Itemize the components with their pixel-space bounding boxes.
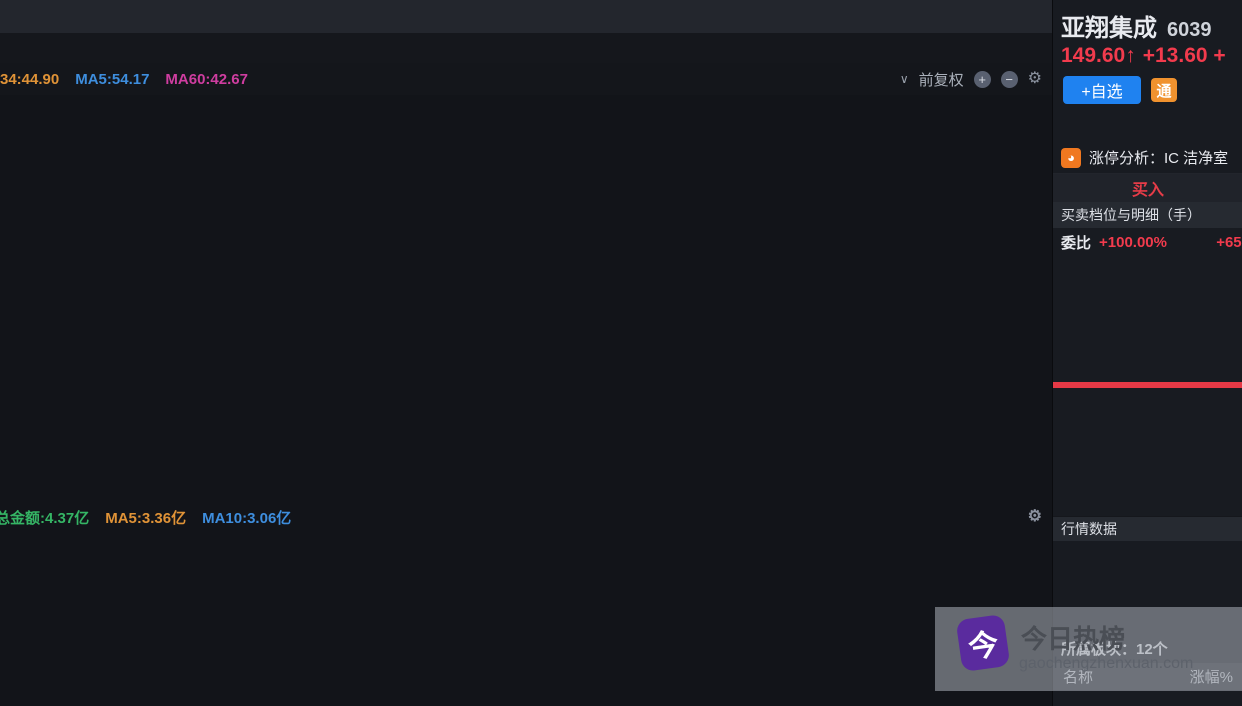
volume-header: 总金额:4.37亿 MA5:3.36亿 MA10:3.06亿 ⚙ <box>0 505 1052 529</box>
adjust-mode-label[interactable]: 前复权 <box>918 71 964 89</box>
weibi-label: 委比 <box>1061 234 1092 252</box>
stock-tags-row <box>0 33 1052 63</box>
candlestick-chart[interactable] <box>0 95 982 505</box>
watermark-url: gaochengzhenxuan.com <box>1019 655 1194 672</box>
chevron-down-icon[interactable]: ∨ <box>899 72 909 86</box>
total-amount-label: 总金额:4.37亿 <box>0 509 90 527</box>
order-book-header: 买卖档位与明细（手） <box>1053 202 1242 228</box>
stock-name: 亚翔集成 6039 <box>1061 15 1212 42</box>
volume-settings-gear-icon[interactable]: ⚙ <box>1027 508 1042 525</box>
zoom-in-button[interactable]: + <box>973 70 991 88</box>
panel-tabs <box>1053 112 1242 142</box>
stock-code: 6039 <box>1167 19 1212 41</box>
watermark-title: 今日热榜 <box>1021 624 1126 654</box>
analysis-icon: ◕ <box>1061 147 1081 168</box>
chart-settings-gear-icon[interactable]: ⚙ <box>1027 70 1042 87</box>
date-axis <box>0 688 1052 706</box>
volume-chart[interactable] <box>0 529 982 688</box>
weibi-delta: +650 <box>1216 233 1242 251</box>
weibi-value: +100.00% <box>1099 233 1167 251</box>
quote-data-header: 行情数据 <box>1053 516 1242 541</box>
quote-panel: 亚翔集成 6039 149.60↑ +13.60 + +自选 通 ◕ 涨停分析：IC… <box>1052 0 1242 706</box>
vol-ma10-label: MA10:3.06亿 <box>202 509 292 527</box>
price-change: +13.60 + <box>1142 44 1226 67</box>
price-axis <box>982 95 1052 505</box>
volume-axis <box>982 505 1052 706</box>
weibi-row: 委比 +100.00% +650 <box>1053 228 1242 256</box>
ma34-label: 34:44.90 <box>0 70 60 88</box>
add-watchlist-button[interactable]: +自选 <box>1063 76 1141 104</box>
zoom-out-button[interactable]: − <box>1000 70 1018 88</box>
bid-ask-divider <box>1053 382 1242 388</box>
ma60-label: MA60:42.67 <box>165 70 248 88</box>
analysis-label: 涨停分析：IC 洁净室 <box>1089 150 1229 167</box>
indicator-row: 34:44.90 MA5:54.17 MA60:42.67 ∨ 前复权 + − … <box>0 63 1052 95</box>
watermark: 今 今日热榜 gaochengzhenxuan.com <box>935 607 1242 691</box>
top-toolbar <box>0 0 1052 33</box>
buy-action-row[interactable]: 买入 <box>1053 174 1242 202</box>
ma5-label: MA5:54.17 <box>75 70 150 88</box>
hk-connect-badge: 通 <box>1151 78 1177 102</box>
limit-up-analysis-row[interactable]: ◕ 涨停分析：IC 洁净室 <box>1053 142 1242 174</box>
stock-price: 149.60↑ +13.60 + <box>1061 44 1226 67</box>
vol-ma5-label: MA5:3.36亿 <box>105 509 187 527</box>
